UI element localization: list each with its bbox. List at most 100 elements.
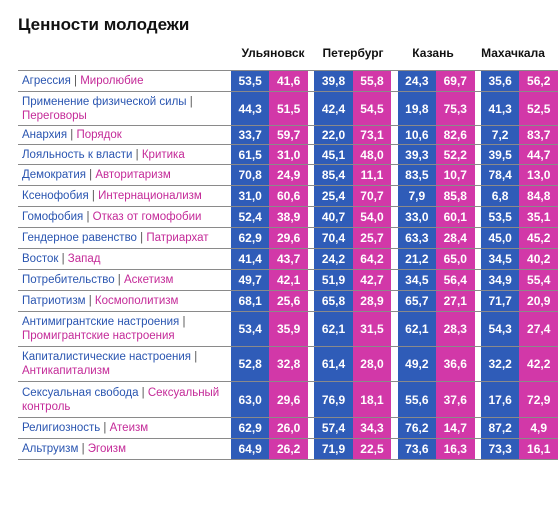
column-gap (307, 346, 315, 382)
label-separator: | (136, 232, 147, 244)
chart-title: Ценности молодежи (18, 15, 190, 34)
right-value-cell: 59,7 (269, 125, 308, 145)
left-value-cell: 78,4 (480, 164, 520, 186)
left-value-cell: 62,1 (397, 311, 437, 347)
column-gap (474, 91, 481, 126)
left-value-label: Альтруизм (22, 443, 79, 455)
column-gap (307, 206, 315, 228)
right-value-cell: 40,2 (519, 248, 558, 270)
column-gap (307, 311, 315, 347)
left-value-cell: 49,2 (397, 346, 437, 382)
left-value-label: Капиталистические настроения (22, 351, 191, 363)
column-gap (474, 417, 481, 439)
right-value-cell: 4,9 (519, 417, 558, 439)
column-gap (224, 206, 231, 228)
column-gap (391, 125, 398, 145)
column-gap (391, 248, 398, 270)
left-value-cell: 76,9 (314, 381, 353, 418)
table-row: Патриотизм | Космополитизм 68,1 25,6 65,8 28… (18, 290, 558, 312)
left-value-cell: 33,7 (230, 125, 270, 145)
right-value-label: Атеизм (109, 422, 149, 434)
right-value-cell: 26,2 (269, 438, 308, 460)
column-gap (474, 311, 481, 347)
right-value-cell: 35,1 (519, 206, 558, 228)
left-value-cell: 40,7 (314, 206, 353, 228)
label-separator: | (85, 169, 96, 181)
left-value-cell: 53,5 (480, 206, 520, 228)
row-label: Анархия | Порядок (18, 125, 225, 145)
left-value-label: Восток (22, 253, 59, 265)
right-value-cell: 25,6 (269, 290, 308, 312)
left-value-cell: 65,8 (314, 290, 353, 312)
table-row: Сексуальная свобода | Сексуальный контро… (18, 381, 558, 418)
column-gap (307, 438, 315, 460)
left-value-label: Потребительство (22, 274, 115, 286)
right-value-cell: 25,7 (352, 227, 392, 249)
right-value-cell: 26,0 (269, 417, 308, 439)
row-label: Демократия | Авторитаризм (18, 164, 225, 186)
row-label: Ксенофобия | Интернационализм (18, 185, 225, 207)
right-value-cell: 37,6 (436, 381, 475, 418)
column-gap (474, 227, 481, 249)
column-gap (391, 417, 398, 439)
city-header-2: Петербург (322, 46, 384, 60)
column-gap (474, 290, 481, 312)
label-separator: | (138, 386, 148, 399)
left-value-cell: 57,4 (314, 417, 353, 439)
right-value-cell: 27,4 (519, 311, 558, 347)
column-gap (474, 438, 481, 460)
right-value-cell: 54,5 (352, 91, 392, 126)
left-value-cell: 32,2 (480, 346, 520, 382)
right-value-cell: 69,7 (436, 70, 475, 92)
right-value-cell: 20,9 (519, 290, 558, 312)
left-value-label: Патриотизм (22, 295, 86, 307)
left-value-cell: 54,3 (480, 311, 520, 347)
column-gap (474, 346, 481, 382)
right-value-cell: 65,0 (436, 248, 475, 270)
left-value-label: Антимигрантские настроения (22, 316, 180, 328)
column-gap (224, 227, 231, 249)
right-value-label: Запад (67, 253, 101, 265)
column-gap (391, 346, 398, 382)
column-gap (391, 164, 398, 186)
table-row: Антимигрантские настроения | Промигрантс… (18, 311, 558, 347)
left-value-cell: 10,6 (397, 125, 437, 145)
label-separator: | (100, 422, 110, 434)
label-separator: | (83, 211, 93, 223)
right-value-label: Антикапитализм (22, 365, 110, 377)
left-value-cell: 51,9 (314, 269, 353, 291)
city-header-4: Махачкала (481, 46, 545, 60)
column-gap (307, 227, 315, 249)
left-value-cell: 19,8 (397, 91, 437, 126)
right-value-cell: 22,5 (352, 438, 392, 460)
column-gap (307, 248, 315, 270)
right-value-cell: 70,7 (352, 185, 392, 207)
left-value-cell: 25,4 (314, 185, 353, 207)
left-value-cell: 35,6 (480, 70, 520, 92)
city-header: Ульяновск Петербург Казань Махачкала (233, 46, 553, 64)
left-value-cell: 73,6 (397, 438, 437, 460)
column-gap (307, 91, 315, 126)
column-gap (474, 164, 481, 186)
label-separator: | (85, 295, 95, 307)
table-row: Демократия | Авторитаризм 70,8 24,9 85,4 11,… (18, 164, 558, 186)
column-gap (224, 164, 231, 186)
row-label: Потребительство | Аскетизм (18, 269, 225, 291)
left-value-cell: 71,9 (314, 438, 353, 460)
left-value-cell: 44,3 (230, 91, 270, 126)
right-value-cell: 52,2 (436, 144, 475, 165)
row-label: Восток | Запад (18, 248, 225, 270)
row-label: Антимигрантские настроения | Промигрантс… (18, 311, 225, 347)
right-value-cell: 35,9 (269, 311, 308, 347)
row-label: Сексуальная свобода | Сексуальный контро… (18, 381, 225, 418)
table-row: Потребительство | Аскетизм 49,7 42,1 51,9 42… (18, 269, 558, 291)
left-value-cell: 41,3 (480, 91, 520, 126)
left-value-cell: 17,6 (480, 381, 520, 418)
column-gap (307, 144, 315, 165)
left-value-label: Анархия (22, 129, 68, 141)
left-value-cell: 39,5 (480, 144, 520, 165)
left-value-label: Гендерное равенство (22, 232, 137, 244)
right-value-cell: 14,7 (436, 417, 475, 439)
right-value-cell: 44,7 (519, 144, 558, 165)
column-gap (307, 417, 315, 439)
